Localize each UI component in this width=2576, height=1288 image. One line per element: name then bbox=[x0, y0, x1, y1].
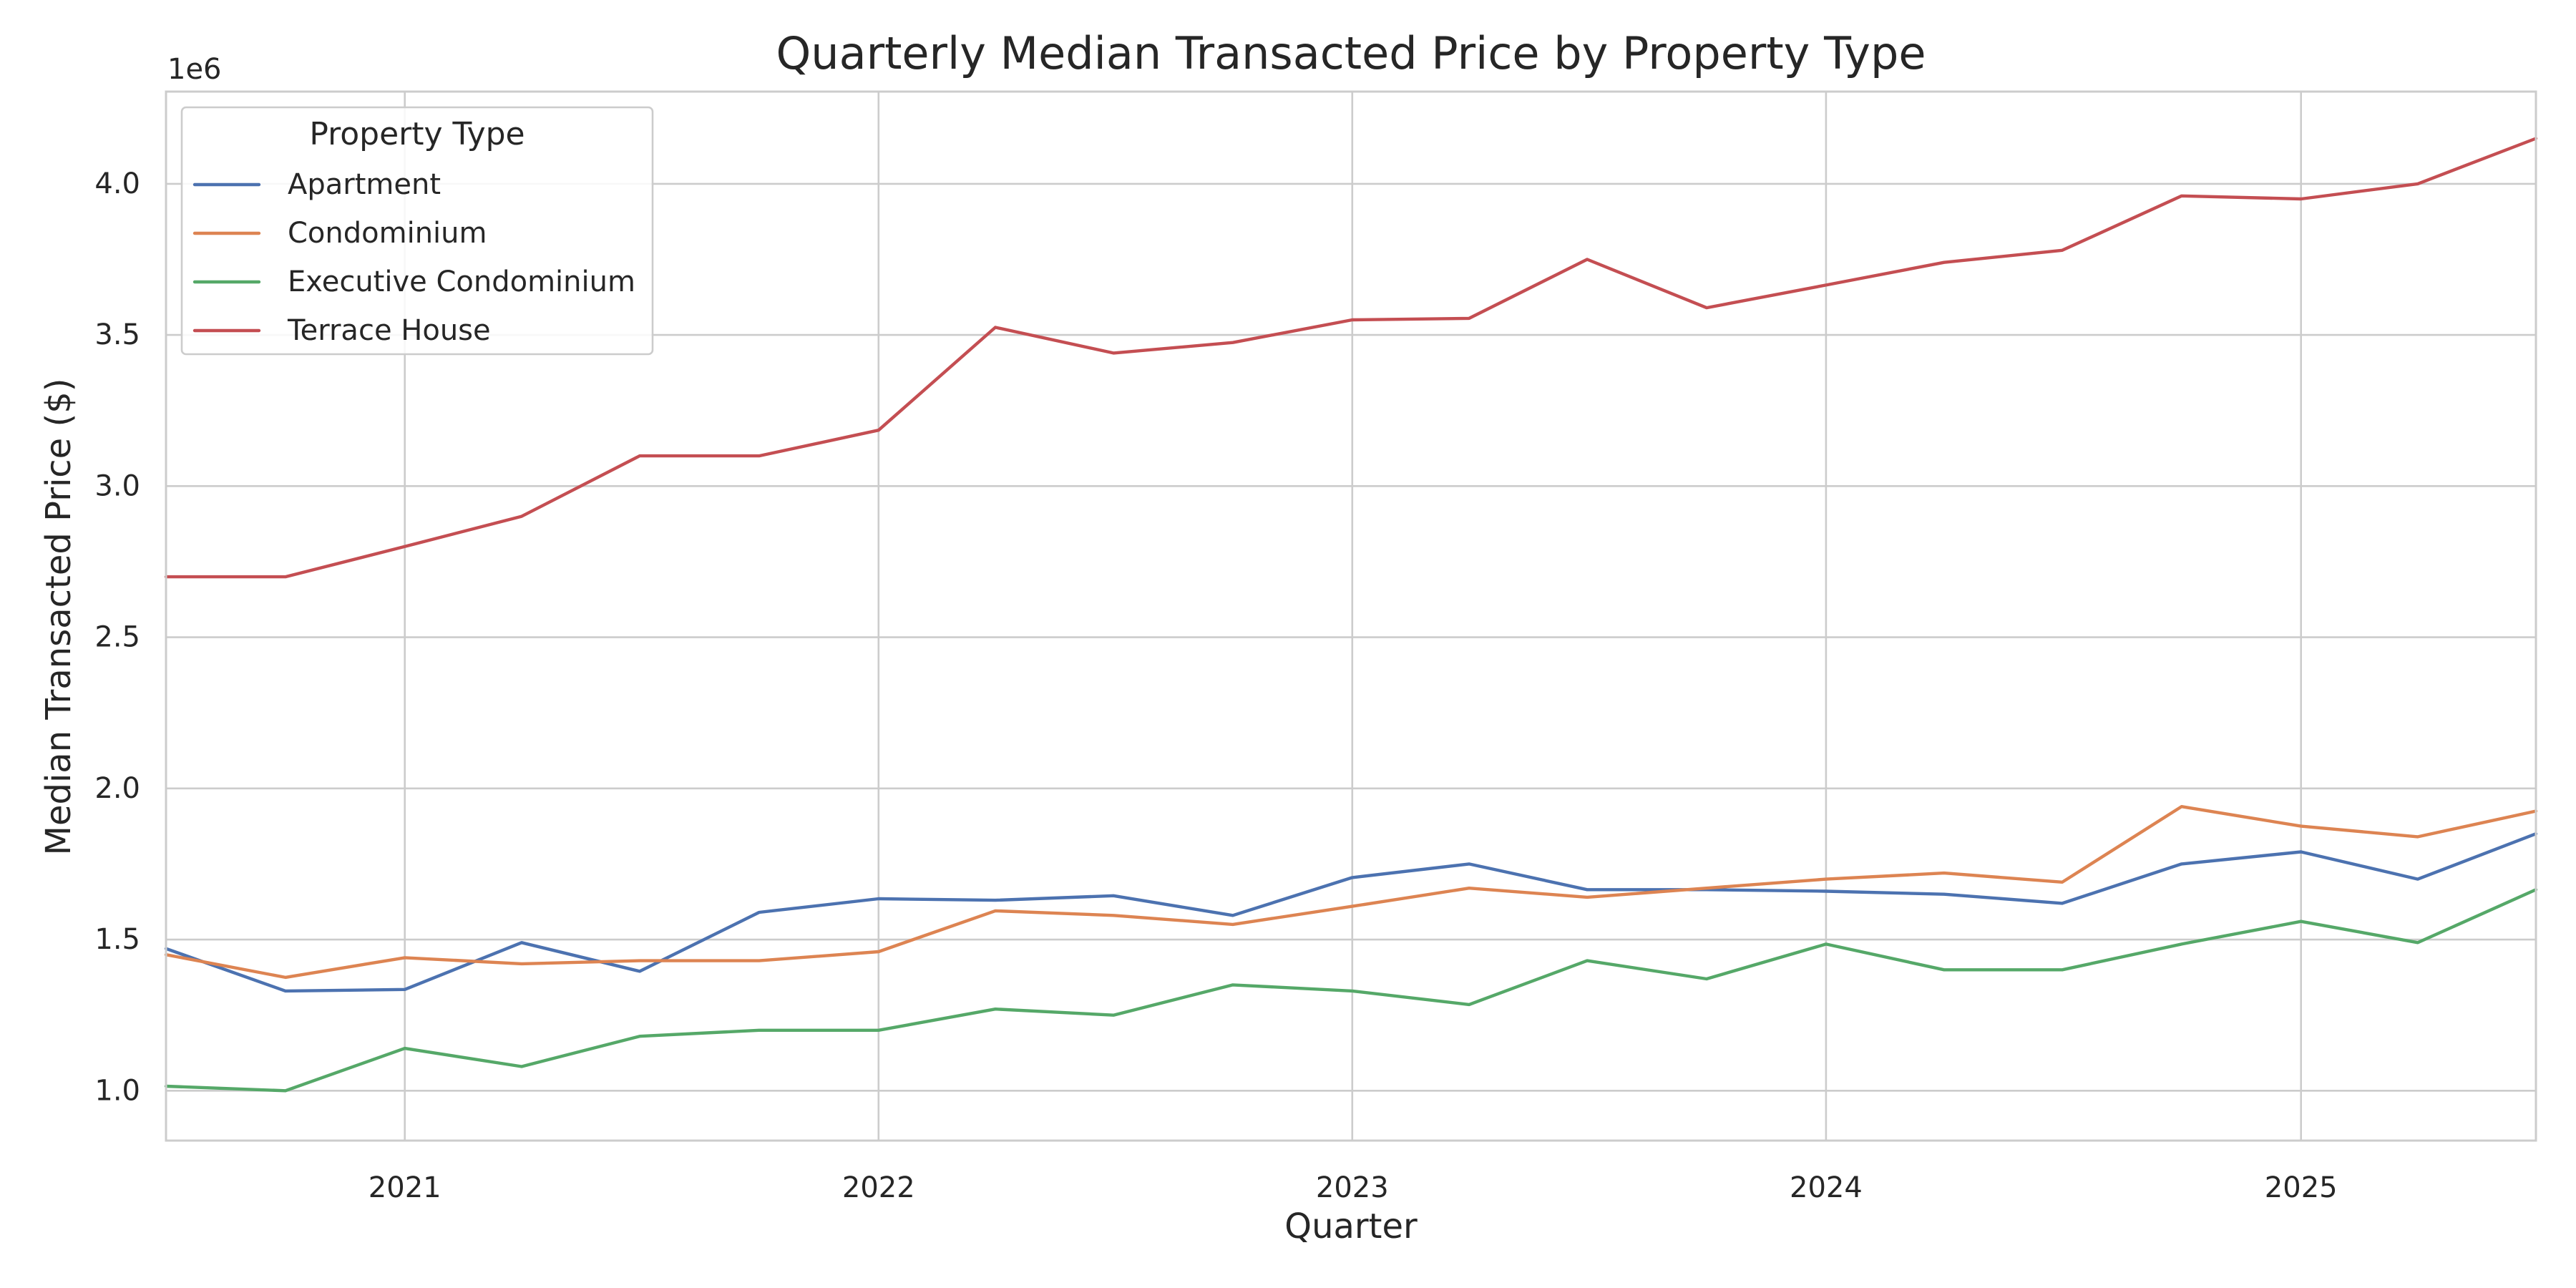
y-tick-label: 3.0 bbox=[94, 469, 140, 502]
x-tick-label: 2022 bbox=[842, 1171, 915, 1204]
legend: Property Type Apartment Condominium Execut… bbox=[180, 106, 654, 356]
y-tick-label: 1.0 bbox=[94, 1074, 140, 1107]
legend-label-executive-condominium: Executive Condominium bbox=[288, 265, 635, 298]
legend-label-condominium: Condominium bbox=[288, 217, 487, 250]
series-line-executive-condominium bbox=[164, 888, 2538, 1093]
x-axis-label: Quarter bbox=[1284, 1206, 1418, 1246]
legend-entries: Apartment Condominium Executive Condominiu… bbox=[192, 168, 635, 347]
plot-area-frame bbox=[165, 90, 2537, 1142]
series-line-terrace-house bbox=[164, 137, 2538, 579]
chart-title: Quarterly Median Transacted Price by Pro… bbox=[776, 27, 1926, 79]
legend-title: Property Type bbox=[309, 116, 525, 152]
x-tick-label: 2025 bbox=[2265, 1171, 2338, 1204]
series-lines bbox=[164, 137, 2538, 1093]
y-tick-label: 4.0 bbox=[94, 167, 140, 200]
y-tick-label: 2.5 bbox=[94, 621, 140, 654]
y-tick-label: 1.5 bbox=[94, 923, 140, 956]
legend-label-terrace-house: Terrace House bbox=[287, 314, 491, 347]
x-axis-tick-labels: 2021 2022 2023 2024 2025 bbox=[369, 1171, 2338, 1204]
y-axis-offset-label: 1e6 bbox=[167, 53, 222, 86]
legend-frame bbox=[180, 106, 654, 356]
y-axis-tick-labels: 1.0 1.5 2.0 2.5 3.0 3.5 4.0 bbox=[94, 167, 140, 1107]
y-tick-label: 2.0 bbox=[94, 772, 140, 805]
x-tick-label: 2023 bbox=[1316, 1171, 1389, 1204]
grid bbox=[166, 92, 2536, 1141]
series-line-apartment bbox=[164, 832, 2538, 993]
x-tick-label: 2024 bbox=[1790, 1171, 1863, 1204]
series-line-condominium bbox=[164, 805, 2538, 980]
x-tick-label: 2021 bbox=[369, 1171, 441, 1204]
y-axis-label: Median Transacted Price ($) bbox=[39, 379, 79, 856]
y-tick-label: 3.5 bbox=[94, 318, 140, 351]
legend-label-apartment: Apartment bbox=[288, 168, 441, 201]
